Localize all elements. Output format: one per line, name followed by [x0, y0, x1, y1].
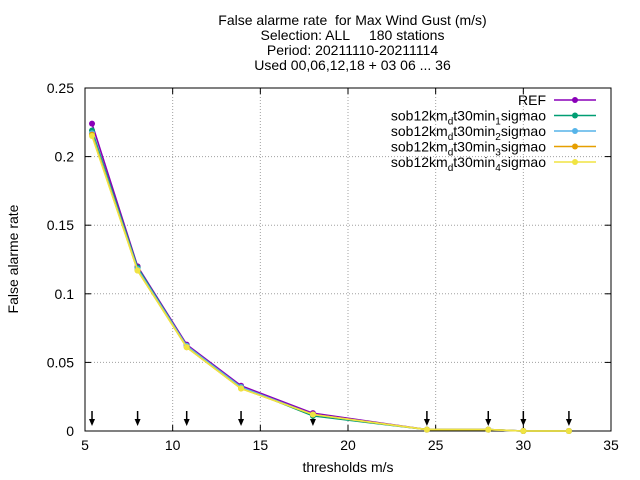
y-tick-label: 0.05 [47, 354, 74, 370]
data-point-1 [89, 120, 96, 127]
x-tick-label: 15 [253, 437, 269, 453]
data-point-5 [134, 267, 141, 274]
x-tick-label: 30 [516, 437, 532, 453]
legend-label-4: sob12kmdt30min3sigmao [391, 139, 546, 159]
y-tick-label: 0.15 [47, 217, 74, 233]
title-line-2: Selection: ALL 180 stations [260, 27, 445, 43]
y-tick-label: 0 [66, 423, 74, 439]
threshold-arrow-head [134, 419, 141, 426]
y-tick-label: 0.1 [55, 286, 75, 302]
x-tick-label: 20 [340, 437, 356, 453]
legend-label-3: sob12kmdt30min2sigmao [391, 123, 546, 143]
threshold-arrow-head [89, 419, 96, 426]
legend-marker-4 [572, 143, 578, 150]
x-tick-label: 25 [428, 437, 444, 453]
x-tick-label: 10 [165, 437, 181, 453]
threshold-arrow-head [423, 419, 430, 426]
legend-marker-1 [572, 97, 578, 103]
title-line-3: Period: 20211110-20211114 [266, 42, 439, 58]
y-tick-label: 0.25 [47, 80, 74, 96]
data-point-5 [238, 385, 245, 392]
legend-marker-5 [572, 159, 578, 165]
data-point-5 [423, 426, 430, 433]
legend: REFsob12kmdt30min1sigmaosob12kmdt30min2s… [391, 92, 596, 174]
grid [85, 88, 611, 431]
data-point-5 [89, 133, 96, 140]
title-line-1: False alarme rate for Max Wind Gust (m/s… [218, 12, 487, 28]
threshold-arrow-head [565, 419, 572, 426]
threshold-arrow-head [485, 419, 492, 426]
legend-marker-3 [572, 128, 578, 134]
x-axis-label: thresholds m/s [302, 459, 393, 475]
y-axis-label: False alarme rate [5, 204, 21, 313]
series-lines [89, 120, 572, 434]
data-point-5 [520, 428, 527, 434]
legend-label-2: sob12kmdt30min1sigmao [391, 108, 546, 128]
threshold-arrow-head [309, 419, 316, 426]
legend-label-1: REF [518, 92, 546, 108]
legend-marker-2 [572, 112, 578, 119]
series-line-3 [91, 133, 569, 432]
series-line-2 [91, 130, 569, 432]
data-point-5 [565, 428, 572, 434]
legend-label-5: sob12kmdt30min4sigmao [391, 154, 546, 174]
title-line-4: Used 00,06,12,18 + 03 06 ... 36 [254, 57, 451, 73]
data-point-5 [183, 344, 190, 351]
series-line-4 [91, 134, 569, 432]
series-line-5 [91, 135, 569, 432]
y-tick-label: 0.2 [55, 149, 75, 165]
threshold-arrow-head [238, 419, 245, 426]
data-point-5 [309, 411, 316, 418]
data-point-5 [485, 426, 492, 433]
x-tick-label: 5 [81, 437, 89, 453]
threshold-arrow-head [520, 419, 527, 426]
threshold-arrow-head [183, 419, 190, 426]
x-tick-label: 35 [603, 437, 619, 453]
axis-ticks: 5 10 15 20 25 30 35 0 0.05 0.1 0.15 0.2 0.25 [47, 80, 619, 453]
